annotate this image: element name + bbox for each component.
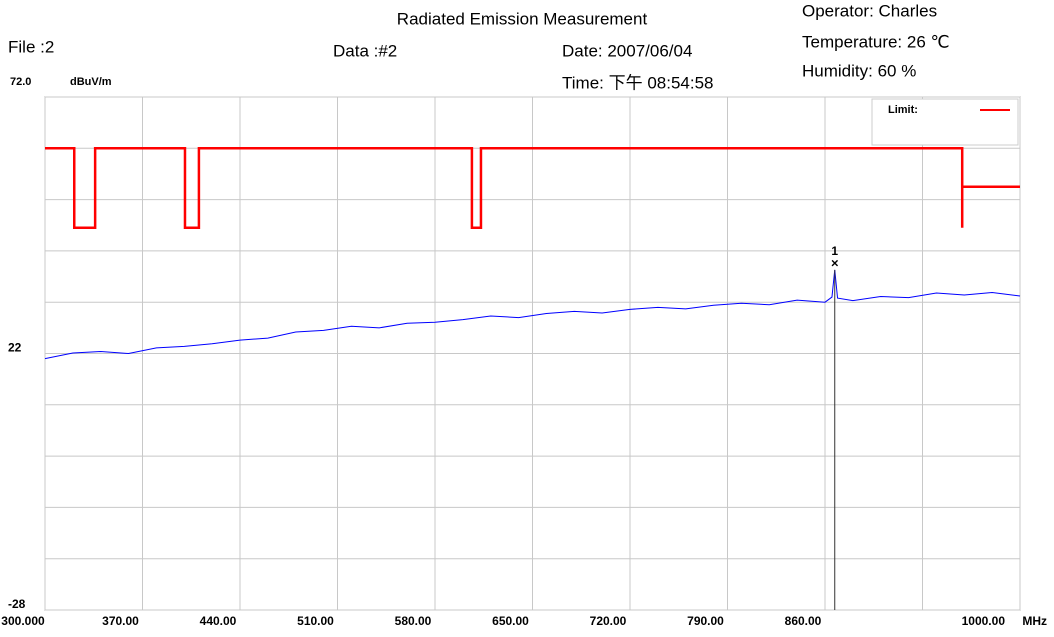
x-tick-label: 440.00	[200, 614, 237, 628]
y-tick-label: 22	[8, 341, 22, 355]
y-tick-label: 72.0	[10, 76, 31, 88]
data-label: Data :#2	[333, 41, 397, 60]
legend-label: Limit:	[888, 104, 918, 116]
marker-symbol: ×	[831, 255, 839, 270]
y-unit: dBuV/m	[70, 76, 112, 88]
marker-label: 1	[831, 244, 838, 258]
x-tick-label: 510.00	[297, 614, 334, 628]
x-tick-label: 370.00	[102, 614, 139, 628]
x-tick-label: 790.00	[687, 614, 724, 628]
humidity-label: Humidity: 60 %	[802, 61, 916, 80]
date-label: Date: 2007/06/04	[562, 41, 692, 60]
operator-label: Operator: Charles	[802, 1, 937, 20]
temperature-label: Temperature: 26 ℃	[802, 32, 950, 51]
x-tick-label: 300.000	[1, 614, 45, 628]
measurement-trace	[44, 269, 1021, 360]
chart-title: Radiated Emission Measurement	[397, 9, 648, 28]
limit-line	[45, 147, 1020, 230]
x-unit: MHz	[1022, 614, 1047, 628]
x-tick-label: 860.00	[785, 614, 822, 628]
y-tick-label: -28	[8, 597, 26, 611]
x-tick-label: 580.00	[395, 614, 432, 628]
x-tick-label: 720.00	[590, 614, 627, 628]
legend-box	[871, 98, 1019, 146]
x-tick-label: 650.00	[492, 614, 529, 628]
x-tick-label: 1000.00	[962, 614, 1006, 628]
file-label: File :2	[8, 37, 54, 56]
time-label: Time: 下午 08:54:58	[562, 73, 714, 92]
